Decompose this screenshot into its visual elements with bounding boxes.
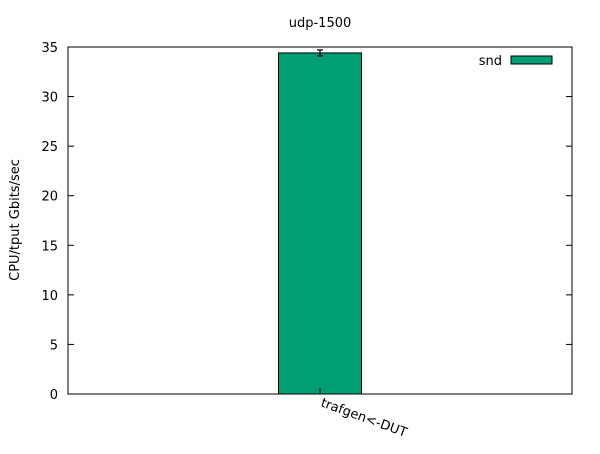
- y-tick-label: 20: [41, 190, 58, 205]
- y-axis-ticks: 0 5 10 15 20 25 30 35: [41, 41, 572, 403]
- x-tick-label: trafgen<-DUT: [319, 396, 409, 441]
- y-axis-label: CPU/tput Gbits/sec: [8, 159, 23, 281]
- y-tick-label: 15: [41, 239, 58, 254]
- legend-swatch: [510, 55, 553, 65]
- x-axis-ticks: trafgen<-DUT: [319, 388, 409, 441]
- y-tick-label: 35: [41, 41, 58, 56]
- bars: [278, 49, 362, 395]
- y-tick-label: 25: [41, 140, 58, 155]
- y-tick-label: 0: [50, 388, 58, 403]
- y-tick-label: 30: [41, 91, 58, 106]
- legend-label: snd: [479, 54, 502, 69]
- chart-title: udp-1500: [289, 16, 352, 31]
- y-tick-label: 5: [50, 338, 58, 353]
- legend: snd: [479, 54, 553, 69]
- bar: [278, 52, 362, 395]
- y-tick-label: 10: [41, 289, 58, 304]
